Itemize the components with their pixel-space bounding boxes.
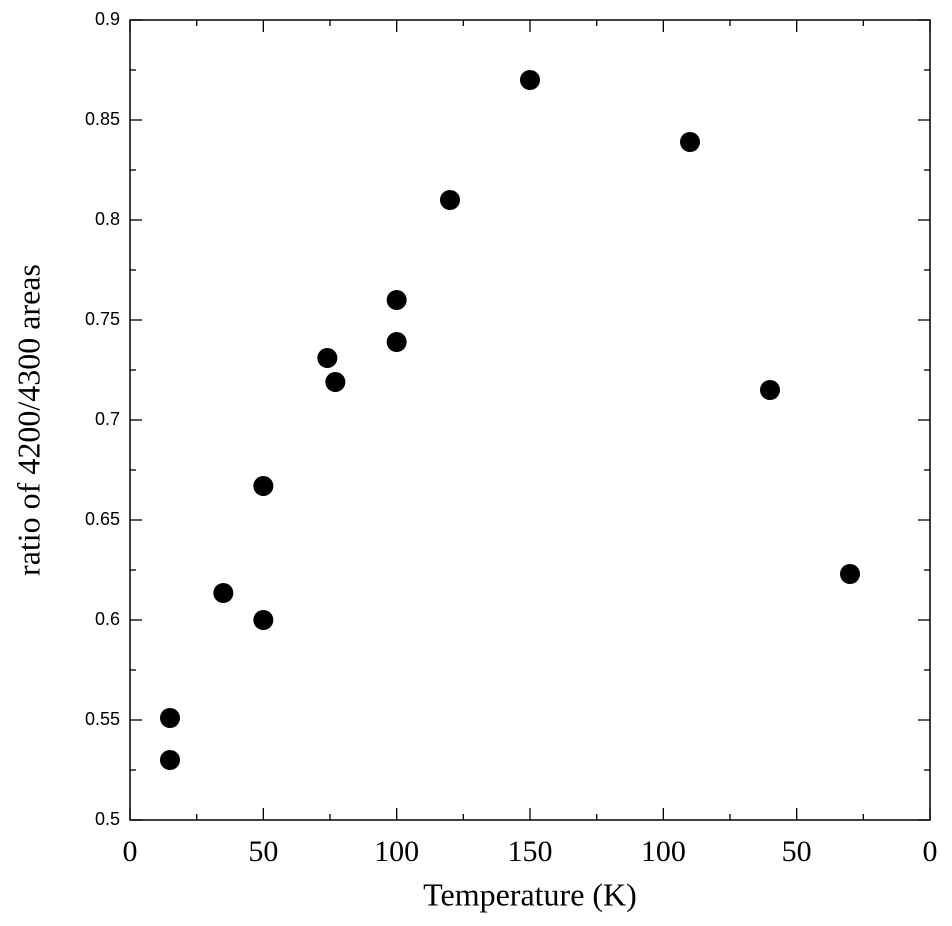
y-tick-label: 0.6	[95, 609, 120, 629]
data-point	[160, 708, 180, 728]
data-point	[440, 190, 460, 210]
y-tick-label: 0.65	[85, 509, 120, 529]
x-tick-label: 50	[248, 835, 278, 868]
y-tick-label: 0.55	[85, 709, 120, 729]
x-axis-label: Temperature (K)	[423, 876, 637, 912]
y-tick-label: 0.8	[95, 209, 120, 229]
data-point	[520, 70, 540, 90]
y-tick-label: 0.5	[95, 809, 120, 829]
x-tick-label: 50	[782, 835, 812, 868]
data-point	[386, 332, 407, 352]
x-tick-label: 0	[923, 835, 938, 868]
y-tick-label: 0.9	[95, 9, 120, 29]
data-point	[840, 564, 860, 584]
data-point	[680, 132, 700, 152]
data-point	[386, 290, 407, 310]
x-tick-label: 150	[508, 835, 553, 868]
y-tick-label: 0.7	[95, 409, 120, 429]
y-tick-label: 0.75	[85, 309, 120, 329]
data-point	[213, 583, 234, 603]
data-point	[325, 372, 346, 392]
data-point	[253, 476, 274, 496]
y-axis-label: ratio of 4200/4300 areas	[10, 264, 46, 576]
data-point	[317, 348, 338, 368]
data-point	[253, 610, 274, 630]
y-tick-label: 0.85	[85, 109, 120, 129]
x-tick-label: 100	[374, 835, 419, 868]
plot-frame	[129, 19, 931, 821]
data-point	[760, 380, 780, 400]
x-tick-label: 100	[641, 835, 686, 868]
x-tick-label: 0	[123, 835, 138, 868]
data-point	[160, 750, 180, 770]
